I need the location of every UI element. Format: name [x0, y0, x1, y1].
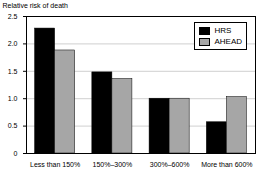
svg-text:2.0: 2.0 — [8, 40, 18, 47]
html-text:AHEAD: AHEAD — [214, 37, 242, 46]
svg-text:1.5: 1.5 — [8, 68, 18, 75]
svg-text:2.5: 2.5 — [8, 13, 18, 20]
svg-text:0.5: 0.5 — [8, 122, 18, 129]
html-text:HRS: HRS — [214, 26, 232, 35]
svg-text:1.0: 1.0 — [8, 95, 18, 102]
svg-text:More than 600%: More than 600% — [201, 161, 252, 168]
svg-text:0: 0 — [14, 150, 18, 157]
svg-text:Relative risk of death: Relative risk of death — [3, 2, 68, 9]
svg-text:Less than 150%: Less than 150% — [30, 161, 80, 168]
svg-text:150%–300%: 150%–300% — [93, 161, 133, 168]
svg-text:300%–600%: 300%–600% — [150, 161, 190, 168]
